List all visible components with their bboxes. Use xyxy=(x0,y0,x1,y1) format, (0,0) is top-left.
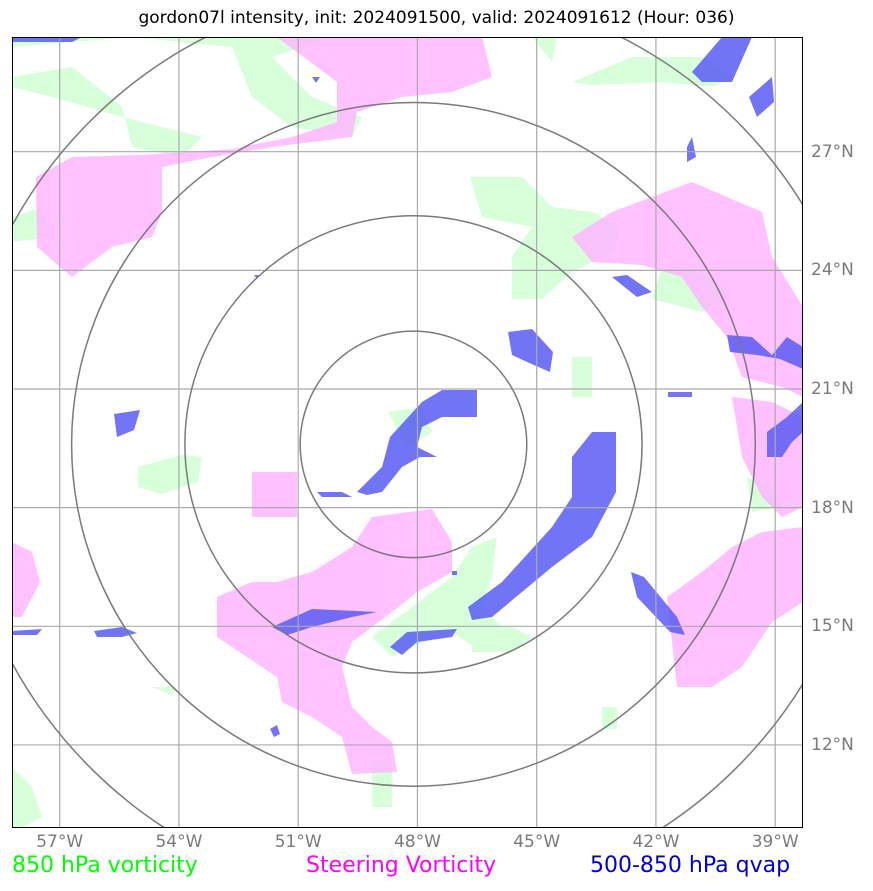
longitude-tick-label: 51°W xyxy=(274,832,322,852)
range-ring xyxy=(299,330,528,559)
latitude-tick-label: 18°N xyxy=(811,497,854,518)
latitude-tick-label: 24°N xyxy=(811,260,854,281)
longitude-tick-label: 57°W xyxy=(36,832,84,852)
latitude-tick-label: 12°N xyxy=(811,734,854,755)
range-ring xyxy=(70,101,757,787)
map-frame xyxy=(12,37,803,828)
range-rings xyxy=(12,37,803,828)
latitude-tick-label: 21°N xyxy=(811,378,854,399)
graticule xyxy=(12,37,803,828)
legend-steering-vorticity: Steering Vorticity xyxy=(306,853,497,878)
legend-qvap: 500-850 hPa qvap xyxy=(590,853,791,878)
longitude-tick-label: 54°W xyxy=(155,832,203,852)
map-title: gordon07l intensity, init: 2024091500, v… xyxy=(138,8,735,28)
map-panel xyxy=(12,37,803,828)
range-ring xyxy=(184,215,643,674)
longitude-tick-label: 48°W xyxy=(393,832,441,852)
legend-vorticity-850: 850 hPa vorticity xyxy=(12,853,198,878)
longitude-tick-label: 39°W xyxy=(751,832,799,852)
latitude-tick-label: 15°N xyxy=(811,616,854,637)
steering-vorticity-layer xyxy=(12,37,803,774)
latitude-tick-label: 27°N xyxy=(811,141,854,162)
longitude-tick-label: 42°W xyxy=(632,832,680,852)
longitude-tick-label: 45°W xyxy=(513,832,561,852)
